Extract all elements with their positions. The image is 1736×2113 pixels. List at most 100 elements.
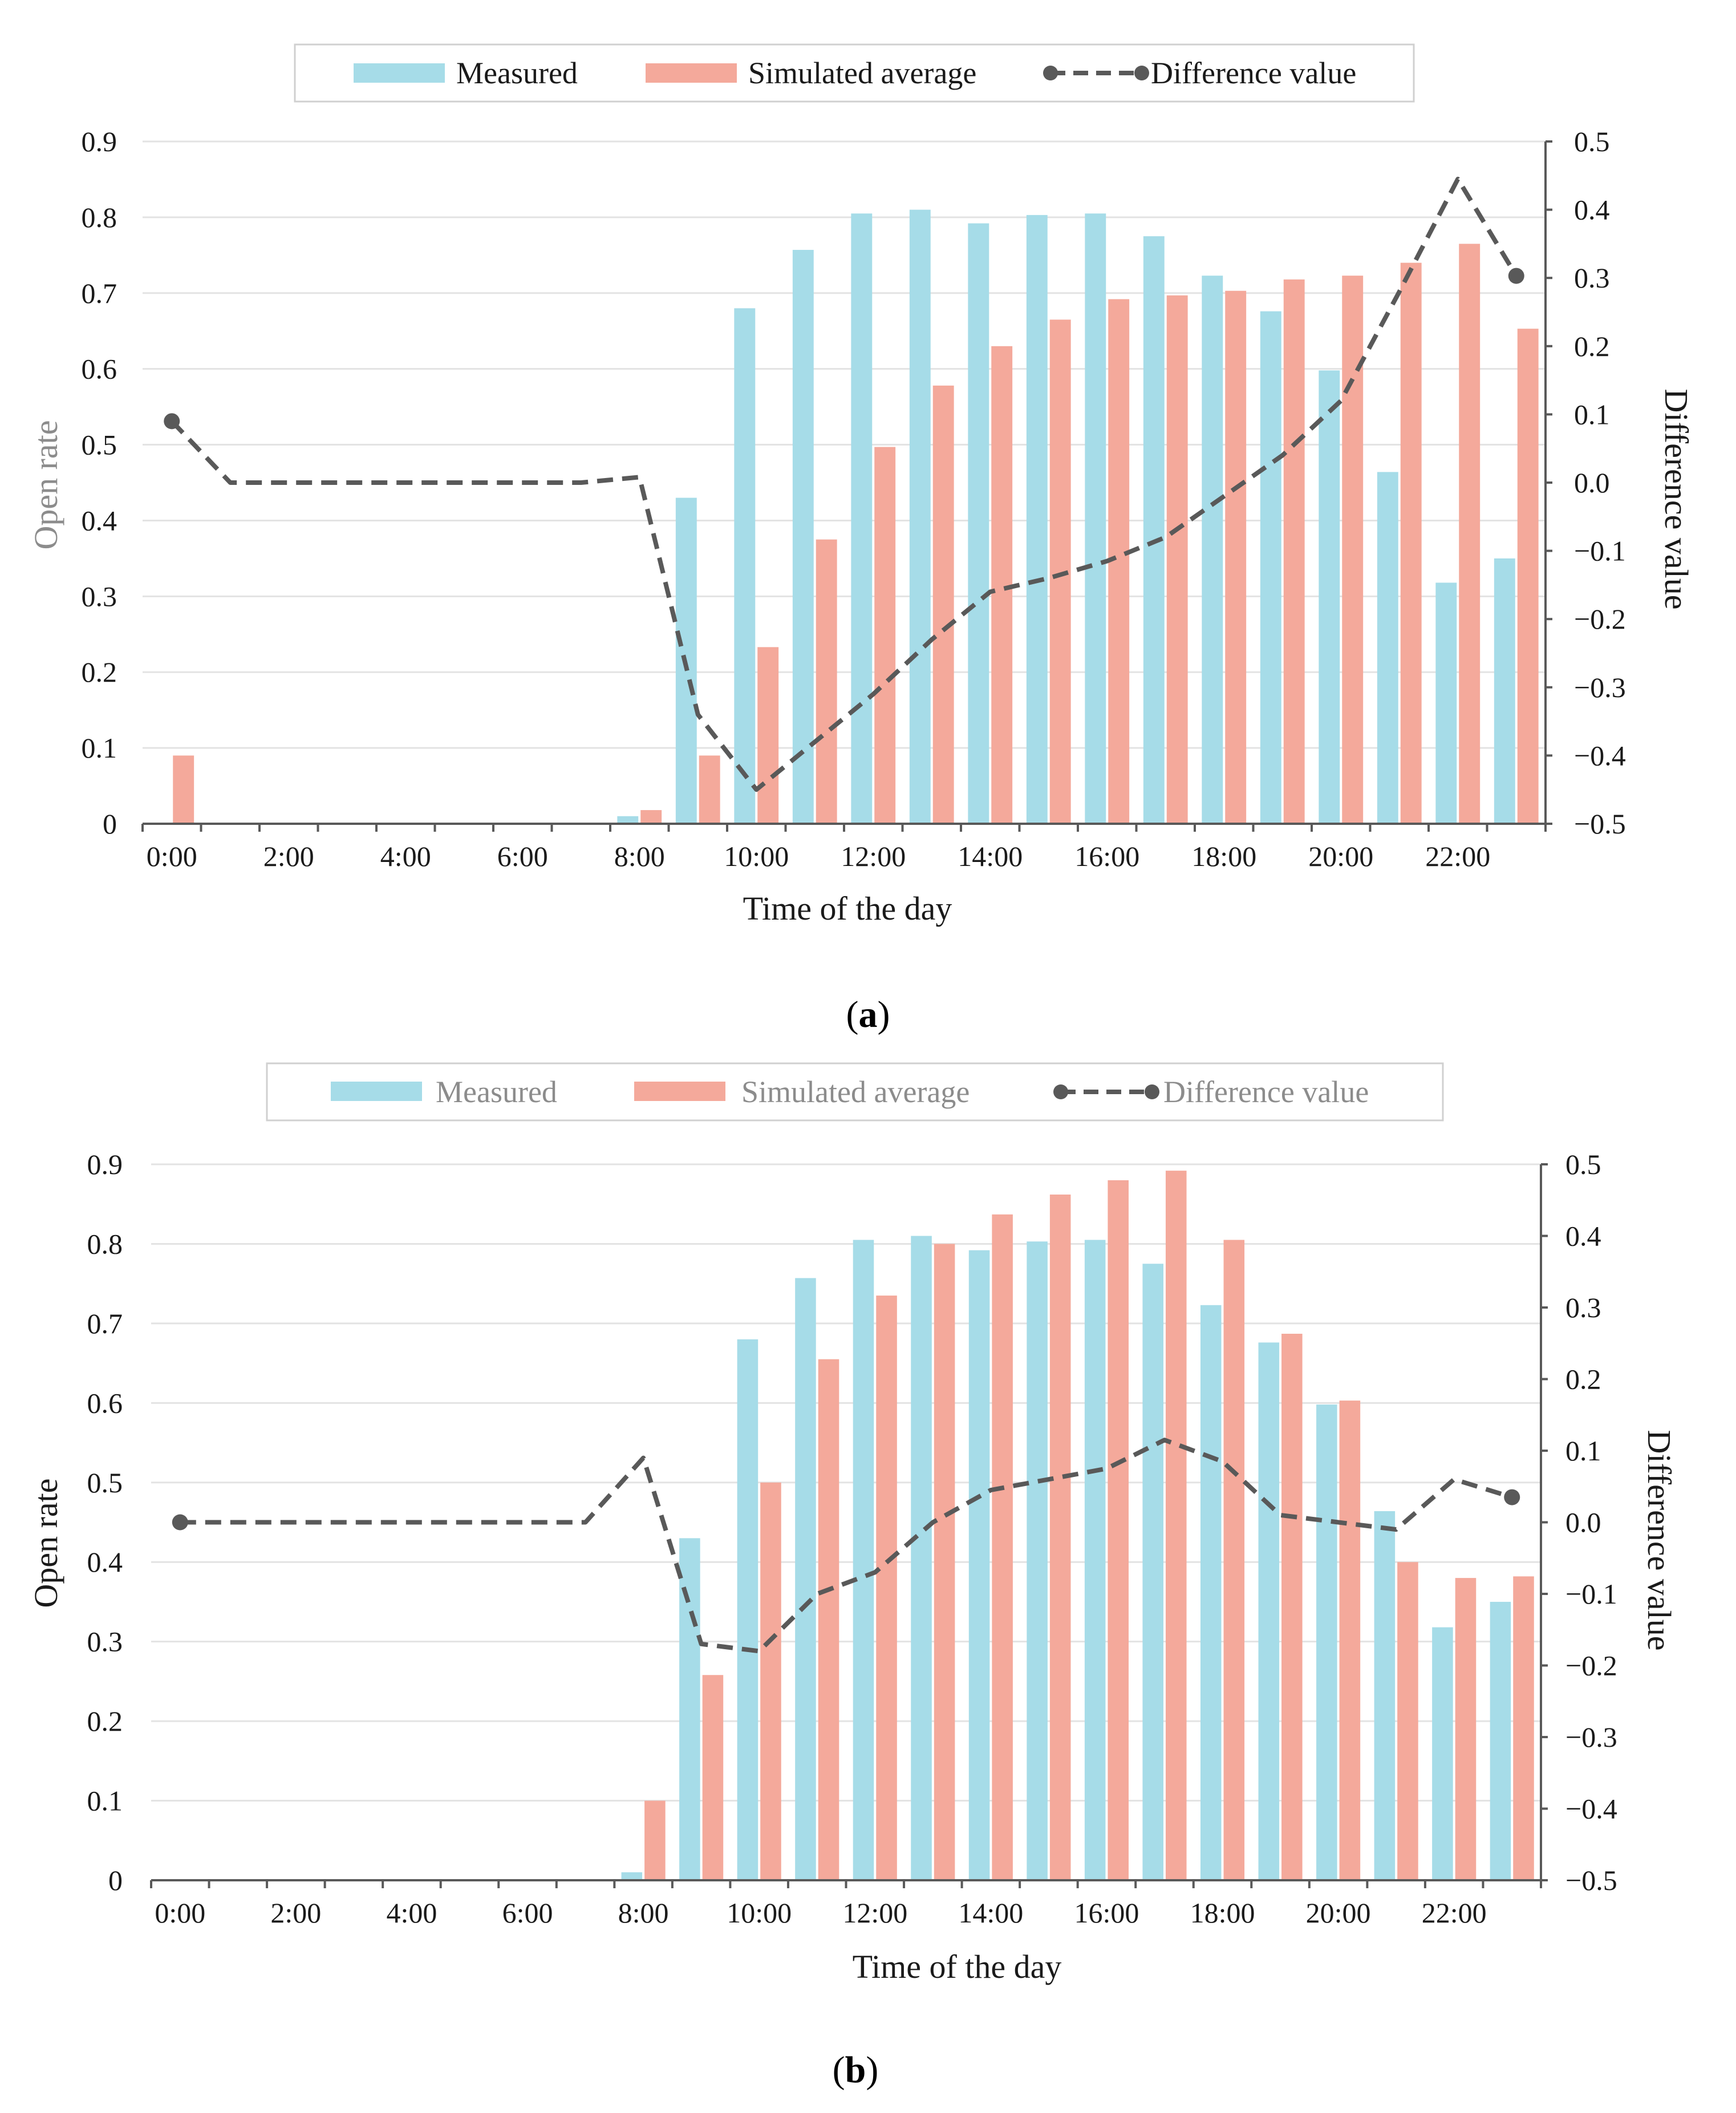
- bar-simulated: [992, 1214, 1013, 1880]
- y2-tick-label: −0.3: [1574, 671, 1626, 703]
- caption-letter: b: [845, 2049, 866, 2091]
- y-axis-title: Open rate: [27, 420, 64, 549]
- y-tick-label: 0.2: [87, 1705, 123, 1737]
- y2-tick-label: −0.5: [1574, 808, 1626, 840]
- x-tick-label: 22:00: [1422, 1897, 1487, 1929]
- x-tick-label: 8:00: [618, 1897, 669, 1929]
- difference-endpoint: [172, 1514, 188, 1531]
- bar-simulated: [640, 810, 662, 824]
- bar-simulated: [1049, 1194, 1071, 1880]
- y2-tick-label: 0.3: [1565, 1292, 1601, 1323]
- y-tick-label: 0.3: [87, 1626, 123, 1658]
- bar-simulated: [932, 385, 954, 824]
- caption-b: (b): [833, 2049, 879, 2091]
- bar-measured: [851, 213, 873, 824]
- y2-tick-label: −0.1: [1565, 1578, 1617, 1610]
- bar-simulated: [991, 346, 1013, 824]
- bar-measured: [795, 1278, 816, 1880]
- x-tick-label: 20:00: [1308, 840, 1373, 872]
- y2-tick-label: 0.4: [1574, 194, 1610, 226]
- bar-measured: [1143, 236, 1165, 824]
- y2-tick-label: 0.3: [1574, 262, 1610, 294]
- x-tick-label: 4:00: [386, 1897, 437, 1929]
- y2-tick-label: 0.0: [1574, 467, 1610, 499]
- y2-tick-label: −0.1: [1574, 535, 1626, 567]
- bar-simulated: [1342, 276, 1364, 824]
- legend-swatch-measured: [331, 1082, 422, 1101]
- y2-tick-label: −0.4: [1565, 1793, 1617, 1825]
- bar-measured: [1260, 311, 1281, 824]
- caption-letter: a: [859, 994, 878, 1035]
- bar-simulated: [1513, 1576, 1534, 1880]
- bar-measured: [1316, 1404, 1337, 1880]
- y2-tick-label: 0.1: [1574, 398, 1610, 430]
- y2-tick-label: 0.0: [1565, 1507, 1601, 1539]
- y2-tick-label: −0.2: [1565, 1650, 1617, 1682]
- y2-axis-title: Difference value: [1658, 389, 1695, 610]
- bar-measured: [1026, 214, 1048, 824]
- y2-tick-label: 0.4: [1565, 1220, 1601, 1252]
- difference-endpoint: [164, 413, 180, 430]
- y-tick-label: 0.7: [87, 1308, 123, 1339]
- legend-swatch-difference: [1043, 66, 1149, 80]
- y-tick-label: 0.6: [82, 353, 117, 385]
- bar-simulated: [702, 1675, 724, 1880]
- x-tick-label: 0:00: [155, 1897, 205, 1929]
- bar-simulated: [1108, 1180, 1129, 1880]
- y-tick-label: 0.9: [82, 126, 117, 157]
- y-tick-label: 0.6: [87, 1387, 123, 1419]
- bar-simulated: [760, 1482, 781, 1880]
- y-tick-label: 0.4: [87, 1546, 123, 1578]
- bar-measured: [1085, 213, 1106, 824]
- caption-a: (a): [846, 994, 890, 1035]
- plot-area: 0 0.1 0.2 0.3 0.4 0.5 0.6 0.7 0.8 0.9 −0.5 −0.4 −0.3…: [82, 126, 1626, 872]
- legend: Measured Simulated average Difference va…: [294, 43, 1415, 103]
- bar-simulated: [876, 1296, 897, 1880]
- y-tick-label: 0: [103, 808, 117, 840]
- x-tick-label: 4:00: [380, 840, 431, 872]
- y2-tick-label: 0.1: [1565, 1435, 1601, 1467]
- bar-simulated: [1283, 279, 1305, 824]
- bar-simulated: [1281, 1334, 1303, 1880]
- legend-box: [294, 43, 1415, 103]
- bar-measured: [1027, 1241, 1048, 1880]
- difference-line: [170, 176, 1519, 792]
- bar-measured: [1377, 472, 1398, 824]
- x-tick-label: 10:00: [724, 840, 789, 872]
- bar-measured: [968, 1250, 990, 1880]
- y-tick-label: 0.1: [87, 1785, 123, 1817]
- chart-panel-b: Measured Simulated average Difference va…: [27, 1062, 1678, 2091]
- y-tick-label: 0.4: [82, 504, 117, 536]
- y2-tick-label: 0.2: [1565, 1363, 1601, 1395]
- y-tick-label: 0.3: [82, 580, 117, 612]
- x-tick-label: 18:00: [1190, 1897, 1255, 1929]
- bar-simulated: [1397, 1562, 1418, 1880]
- bar-measured: [734, 308, 756, 824]
- x-tick-label: 14:00: [958, 1897, 1023, 1929]
- bar-simulated: [757, 647, 779, 824]
- bar-simulated: [173, 755, 194, 824]
- bar-measured: [679, 1538, 700, 1880]
- x-tick-label: 18:00: [1191, 840, 1256, 872]
- x-tick-label: 14:00: [958, 840, 1023, 872]
- y2-axis-title: Difference value: [1641, 1430, 1678, 1651]
- legend-box: [266, 1062, 1444, 1122]
- y-tick-label: 0.5: [82, 429, 117, 461]
- x-tick-label: 20:00: [1306, 1897, 1371, 1929]
- y-tick-label: 0.2: [82, 656, 117, 688]
- x-tick-label: 2:00: [270, 1897, 321, 1929]
- bar-measured: [853, 1240, 874, 1880]
- y-tick-label: 0.7: [82, 277, 117, 309]
- bar-measured: [1432, 1627, 1453, 1880]
- bar-measured: [1258, 1342, 1280, 1880]
- difference-line: [180, 1438, 1513, 1654]
- y2-tick-label: −0.2: [1574, 603, 1626, 635]
- y-tick-label: 0.9: [87, 1148, 123, 1180]
- x-tick-label: 16:00: [1074, 840, 1139, 872]
- y2-tick-label: −0.4: [1574, 739, 1626, 771]
- legend-label-difference: Difference value: [1151, 56, 1356, 90]
- bar-measured: [1200, 1305, 1222, 1880]
- y2-tick-label: 0.5: [1574, 126, 1610, 157]
- bar-simulated: [1400, 262, 1422, 824]
